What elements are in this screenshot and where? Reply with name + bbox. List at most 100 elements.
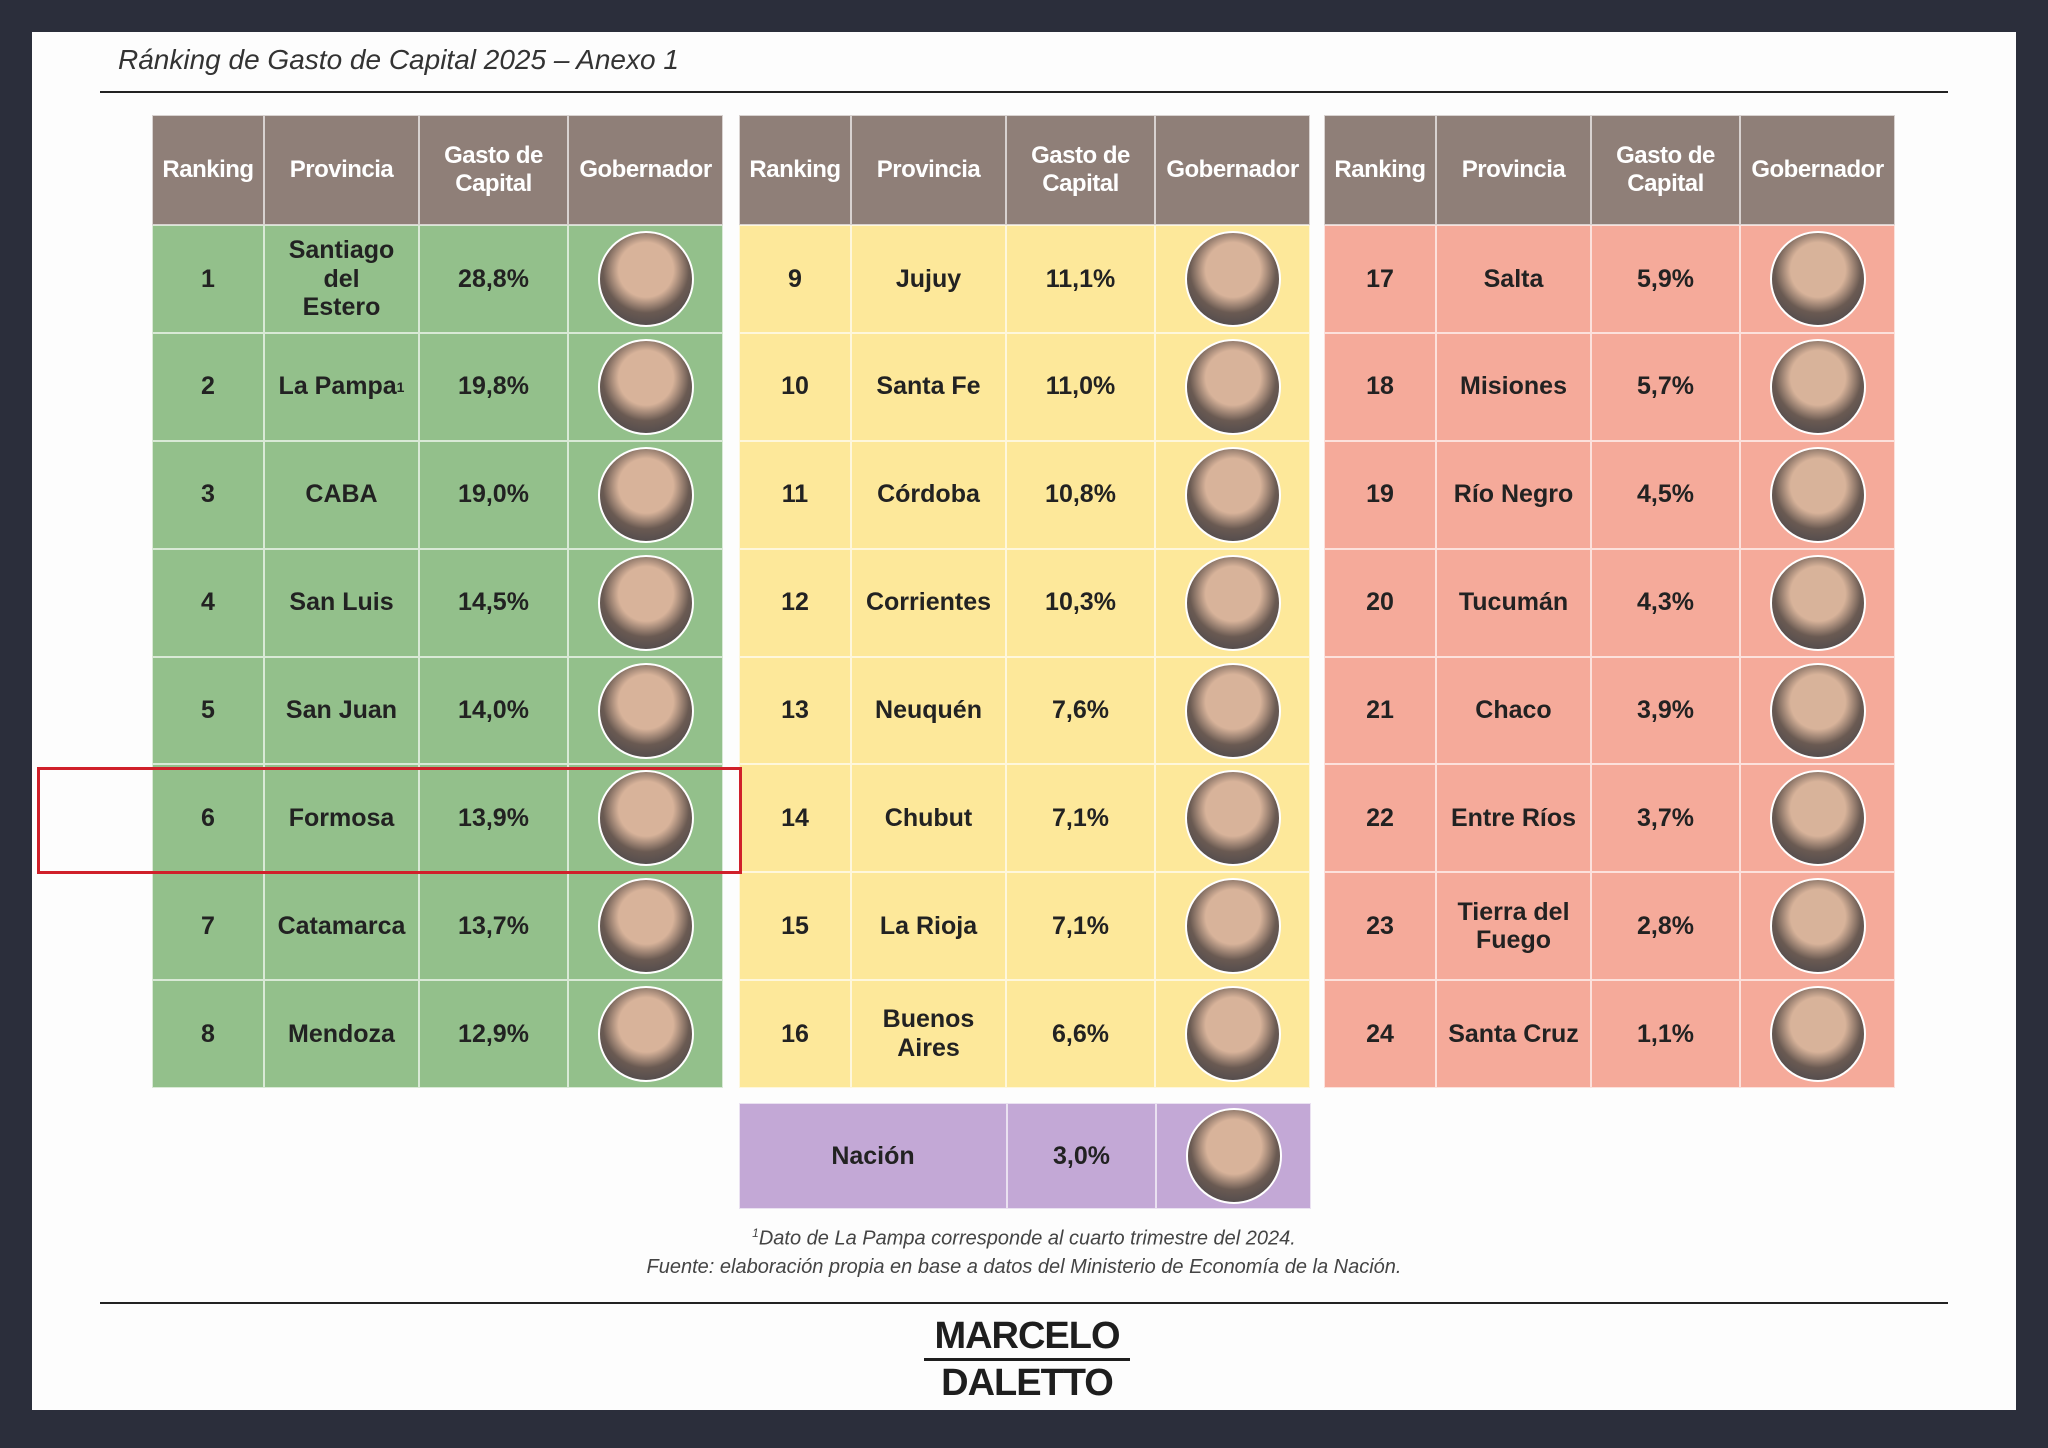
province: La Pampa [278, 372, 397, 401]
portrait [1769, 662, 1866, 759]
portrait-cell [1155, 872, 1310, 981]
portrait-cell [568, 225, 723, 333]
portrait [1185, 1108, 1282, 1204]
portrait [1184, 878, 1281, 975]
rank-cell: 21 [1324, 656, 1436, 765]
province-cell: La Rioja [851, 872, 1006, 981]
portrait [1184, 230, 1281, 327]
province: Santiago del Estero [288, 235, 395, 322]
portrait [1769, 230, 1866, 327]
portrait [1184, 986, 1281, 1083]
value-cell: 7,1% [1006, 764, 1155, 873]
province-cell: Neuquén [851, 656, 1006, 765]
province: La Rioja [879, 911, 978, 940]
rank-cell: 2 [152, 332, 264, 441]
portrait-cell [1155, 656, 1310, 765]
rule [100, 91, 1948, 93]
portrait [1184, 554, 1281, 651]
rank-cell: 8 [152, 980, 264, 1089]
province: Jujuy [895, 264, 962, 293]
header-text: Gasto de Capital [1616, 142, 1715, 197]
logo-line: MARCELO [924, 1314, 1130, 1361]
portrait-cell [1155, 225, 1310, 333]
rank-cell: 12 [739, 548, 851, 657]
portrait [597, 554, 694, 651]
portrait-cell [568, 872, 723, 981]
value-cell: 12,9% [419, 980, 568, 1089]
portrait [1184, 338, 1281, 435]
header-text: Ranking [1334, 156, 1426, 184]
province-cell: Mendoza [264, 980, 419, 1089]
portrait-cell [568, 656, 723, 765]
province-cell: Jujuy [851, 225, 1006, 333]
value-cell: 13,9% [419, 764, 568, 873]
header-text: Ranking [749, 156, 841, 184]
portrait-cell [1740, 225, 1895, 333]
rank-cell: 9 [739, 225, 851, 333]
portrait [1769, 878, 1866, 975]
value-cell: 13,7% [419, 872, 568, 981]
rank-cell: 22 [1324, 764, 1436, 873]
province-cell: Salta [1436, 225, 1591, 333]
portrait [1769, 770, 1866, 867]
value-cell: 1,1% [1591, 980, 1740, 1089]
value-cell: 6,6% [1006, 980, 1155, 1089]
province: San Juan [285, 696, 398, 725]
rank-cell: 24 [1324, 980, 1436, 1089]
portrait-cell [568, 980, 723, 1089]
rank-cell: 15 [739, 872, 851, 981]
province: Córdoba [877, 480, 980, 509]
province-cell: Buenos Aires [851, 980, 1006, 1089]
value-cell: 19,0% [419, 440, 568, 549]
portrait-cell [1740, 548, 1895, 657]
header-text: Gasto de Capital [444, 142, 543, 197]
value-cell: 10,3% [1006, 548, 1155, 657]
logo: MARCELO DALETTO [924, 1314, 1130, 1405]
portrait-cell [568, 332, 723, 441]
province: Formosa [288, 804, 395, 833]
province: Neuquén [875, 696, 982, 725]
nacion-value: 3,0% [1007, 1103, 1156, 1209]
province-cell: Entre Ríos [1436, 764, 1591, 873]
rank-cell: 7 [152, 872, 264, 981]
header-cell: Gobernador [1155, 115, 1310, 225]
footnote-mark: 1 [752, 1226, 759, 1240]
province-cell: Santiago del Estero [264, 225, 419, 333]
province: Chubut [884, 804, 973, 833]
portrait-cell [1740, 440, 1895, 549]
portrait [597, 338, 694, 435]
portrait-cell [1155, 980, 1310, 1089]
portrait [1184, 446, 1281, 543]
rank-cell: 11 [739, 440, 851, 549]
value-cell: 5,7% [1591, 332, 1740, 441]
portrait-cell [1740, 332, 1895, 441]
portrait [597, 986, 694, 1083]
table: Ranking Provincia Gasto de Capital Gobernad… [152, 115, 723, 1089]
value-cell: 11,1% [1006, 225, 1155, 333]
portrait [1184, 662, 1281, 759]
header-cell: Gasto de Capital [419, 115, 568, 225]
portrait-cell [1155, 332, 1310, 441]
value-cell: 7,1% [1006, 872, 1155, 981]
source: Fuente: elaboración propia en base a dat… [646, 1256, 1402, 1278]
portrait [1769, 338, 1866, 435]
province: Buenos Aires [882, 1005, 975, 1063]
value-cell: 3,7% [1591, 764, 1740, 873]
province-cell: Corrientes [851, 548, 1006, 657]
rule [100, 1302, 1948, 1304]
header-text: Gobernador [579, 156, 712, 184]
province: San Luis [289, 588, 394, 617]
province-cell: Chubut [851, 764, 1006, 873]
province: Santa Cruz [1448, 1019, 1579, 1048]
rank-cell: 14 [739, 764, 851, 873]
footnote-text: Dato de La Pampa corresponde al cuarto t… [758, 1227, 1296, 1250]
province: Corrientes [865, 588, 992, 617]
rank-cell: 6 [152, 764, 264, 873]
header-cell: Gobernador [568, 115, 723, 225]
province: Salta [1483, 264, 1544, 293]
province: Mendoza [288, 1019, 395, 1048]
value-cell: 7,6% [1006, 656, 1155, 765]
header-cell: Provincia [1436, 115, 1591, 225]
header-cell: Ranking [739, 115, 851, 225]
rank-cell: 23 [1324, 872, 1436, 981]
